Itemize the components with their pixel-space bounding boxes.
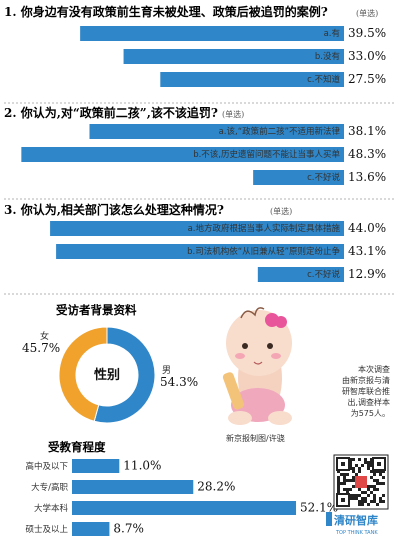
baby-eye-left bbox=[242, 343, 248, 349]
question-3-title: 3. 你认为,相关部门该怎么处理这种情况? bbox=[4, 202, 224, 217]
bar-value-label: 43.1% bbox=[348, 244, 386, 258]
bar-category-label: b.不该,历史遗留问题不能让当事人买单 bbox=[193, 149, 340, 160]
gender-block: 受访者背景资料 性别 女 45.7% 男 54.3% bbox=[22, 303, 198, 424]
bar-category-label: c.不好说 bbox=[307, 172, 340, 183]
bar-value-label: 52.1% bbox=[300, 500, 338, 514]
survey-note-line: 研智库联合推 bbox=[342, 386, 390, 396]
logo-subtext: TOP THINK TANK bbox=[335, 530, 378, 536]
education-block: 受教育程度 高中及以下 11.0% 大专/高职 28.2% 大学本科 52.1% 硕士及以上… bbox=[25, 440, 338, 536]
female-label: 女 bbox=[40, 330, 49, 342]
pie-slice bbox=[93, 326, 156, 424]
question-1-bars: a.有 39.5% b.没有 33.0% c.不知道 27.5% bbox=[80, 26, 386, 87]
question-3-block: 3. 你认为,相关部门该怎么处理这种情况? (单选) a.地方政府根据当事人实际… bbox=[4, 202, 386, 282]
baby-eye-right bbox=[267, 343, 273, 349]
bar-value-label: 27.5% bbox=[348, 72, 386, 86]
bar-category-label: a.该,“政策前二孩”不适用新法律 bbox=[219, 126, 341, 137]
bar bbox=[253, 170, 344, 185]
logo: 清研智库 TOP THINK TANK bbox=[326, 512, 378, 536]
bar bbox=[21, 147, 345, 162]
question-2-type: (单选) bbox=[222, 109, 244, 119]
bar-category-label: a.有 bbox=[324, 28, 340, 39]
logo-mark-icon bbox=[326, 512, 332, 526]
survey-note-line: 本次调查 bbox=[358, 364, 390, 374]
bar bbox=[72, 459, 120, 473]
bar bbox=[160, 72, 344, 87]
bar-value-label: 48.3% bbox=[348, 147, 386, 161]
background-title: 受访者背景资料 bbox=[56, 303, 137, 317]
education-title: 受教育程度 bbox=[48, 440, 106, 454]
question-2-bars: a.该,“政策前二孩”不适用新法律 38.1% b.不该,历史遗留问题不能让当事人买… bbox=[21, 124, 386, 185]
bar-value-label: 44.0% bbox=[348, 221, 386, 235]
bar-category-label: a.地方政府根据当事人实际制定具体措施 bbox=[188, 223, 341, 234]
bar bbox=[80, 26, 344, 41]
bar bbox=[56, 244, 344, 259]
question-3-bars: a.地方政府根据当事人实际制定具体措施 44.0% b.司法机构依“从旧兼从轻”原则… bbox=[50, 221, 386, 282]
survey-note-line: 由新京报与清 bbox=[342, 375, 390, 385]
pie-slice bbox=[58, 326, 108, 422]
credit: 新京报制图/许骁 bbox=[226, 433, 285, 443]
bar-value-label: 33.0% bbox=[348, 49, 386, 63]
bar bbox=[123, 49, 344, 64]
question-2-block: 2. 你认为,对“政策前二孩”,该不该追罚? (单选) a.该,“政策前二孩”不… bbox=[4, 105, 386, 185]
male-label: 男 bbox=[162, 365, 171, 376]
logo-text: 清研智库 bbox=[334, 513, 378, 527]
bar-value-label: 38.1% bbox=[348, 124, 386, 138]
question-2-title: 2. 你认为,对“政策前二孩”,该不该追罚? bbox=[4, 105, 218, 120]
baby-head bbox=[226, 310, 292, 376]
question-1-type: (单选) bbox=[356, 8, 378, 18]
bar bbox=[50, 221, 345, 236]
bar bbox=[89, 124, 344, 139]
baby-illustration bbox=[222, 307, 292, 425]
bar-value-label: 13.6% bbox=[348, 170, 386, 184]
bar-category-label: 硕士及以上 bbox=[25, 524, 68, 535]
bar bbox=[72, 522, 110, 536]
bar bbox=[72, 501, 297, 515]
education-bars: 高中及以下 11.0% 大专/高职 28.2% 大学本科 52.1% 硕士及以上 8.7% bbox=[25, 458, 338, 536]
bar-category-label: b.司法机构依“从旧兼从轻”原则定纷止争 bbox=[187, 246, 340, 257]
bar-value-label: 8.7% bbox=[113, 521, 144, 535]
bar-category-label: 大专/高职 bbox=[31, 482, 68, 493]
qr-code-icon bbox=[333, 454, 389, 510]
question-1-title: 1. 你身边有没有政策前生育未被处理、政策后被追罚的案例? bbox=[4, 4, 328, 19]
baby-hair bbox=[240, 307, 265, 319]
bar-value-label: 12.9% bbox=[348, 267, 386, 281]
bar-category-label: c.不好说 bbox=[307, 269, 340, 280]
bar-category-label: c.不知道 bbox=[307, 74, 340, 85]
milk-bottle-icon bbox=[222, 372, 245, 410]
bar bbox=[257, 267, 344, 282]
survey-note-line: 出,调查样本 bbox=[347, 397, 390, 407]
question-1-block: 1. 你身边有没有政策前生育未被处理、政策后被追罚的案例? (单选) a.有 39… bbox=[4, 4, 386, 87]
male-value: 54.3% bbox=[160, 375, 198, 389]
survey-note-line: 为575人。 bbox=[351, 408, 390, 418]
female-value: 45.7% bbox=[22, 341, 60, 355]
question-3-type: (单选) bbox=[270, 206, 292, 216]
gender-donut bbox=[58, 326, 156, 424]
bar-value-label: 39.5% bbox=[348, 26, 386, 40]
bar-category-label: b.没有 bbox=[315, 51, 340, 62]
bar-value-label: 28.2% bbox=[197, 479, 235, 493]
bar-category-label: 大学本科 bbox=[34, 503, 69, 514]
bar-category-label: 高中及以下 bbox=[25, 461, 68, 472]
bar bbox=[72, 480, 194, 494]
bar-value-label: 11.0% bbox=[123, 458, 161, 472]
center-label: 性别 bbox=[94, 367, 120, 383]
